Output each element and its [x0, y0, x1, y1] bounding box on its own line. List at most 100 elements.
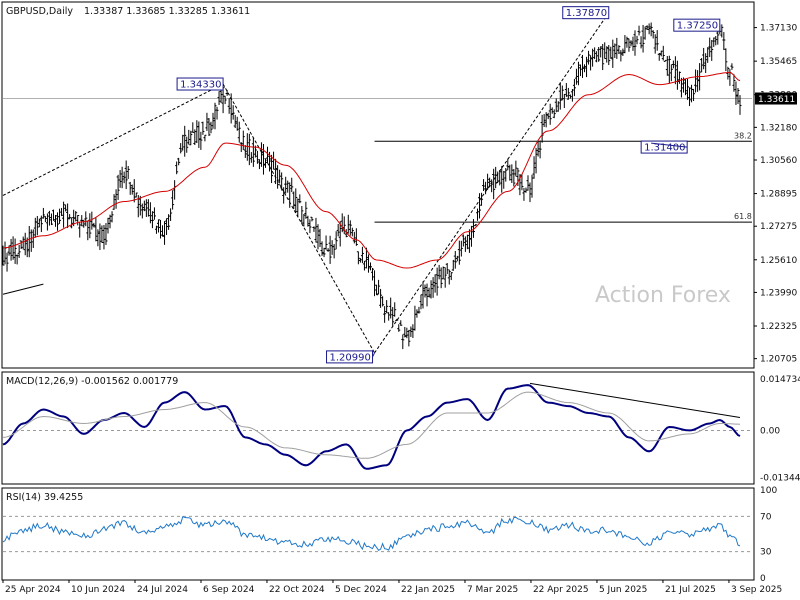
- price-bar: [659, 50, 663, 57]
- price-bar: [550, 107, 554, 114]
- price-bar: [308, 219, 312, 234]
- macd-line: [2, 384, 741, 470]
- price-bar: [508, 164, 512, 181]
- price-bar: [106, 217, 110, 234]
- price-bar: [587, 50, 591, 65]
- annotation-label: 1.34330: [180, 80, 221, 91]
- price-bar: [683, 78, 687, 96]
- price-bar: [257, 159, 261, 170]
- price-bar: [255, 150, 259, 164]
- price-bar: [619, 50, 623, 62]
- price-bar: [449, 272, 453, 281]
- price-bar: [613, 43, 617, 59]
- price-bar: [274, 158, 278, 185]
- price-bar: [43, 216, 47, 223]
- price-bar: [607, 44, 611, 66]
- price-bar: [704, 53, 708, 74]
- price-bar: [528, 182, 532, 203]
- price-bar: [290, 177, 294, 193]
- x-tick-label: 22 Apr 2025: [533, 585, 589, 595]
- price-bar: [455, 255, 459, 262]
- price-bar: [120, 166, 124, 189]
- price-bar: [478, 193, 482, 219]
- price-bar: [88, 213, 92, 239]
- price-bar: [645, 25, 649, 30]
- price-bar: [665, 56, 669, 76]
- price-bar: [304, 201, 308, 219]
- price-bar: [266, 146, 270, 163]
- price-bar: [564, 83, 568, 97]
- price-y-tick-label: 1.22325: [760, 322, 797, 332]
- price-bar: [447, 269, 451, 285]
- price-bar: [96, 229, 100, 247]
- price-bar: [177, 157, 181, 166]
- price-bar: [282, 187, 286, 204]
- price-bar: [37, 218, 41, 228]
- price-bar: [364, 247, 368, 269]
- price-bar: [66, 203, 70, 229]
- moving-average-line: [2, 71, 741, 269]
- x-tick-label: 25 Apr 2024: [5, 585, 61, 595]
- price-bar: [417, 306, 421, 314]
- price-bar: [558, 82, 562, 110]
- price-bar: [366, 254, 370, 273]
- price-bar: [185, 136, 189, 153]
- price-y-tick-label: 1.37130: [760, 24, 797, 34]
- price-bar: [53, 214, 57, 227]
- price-bar: [298, 194, 302, 204]
- rsi-y-tick-label: 100: [760, 486, 777, 496]
- symbol-label: GBPUSD,Daily: [6, 6, 73, 17]
- price-bar: [671, 60, 675, 69]
- price-bar: [570, 88, 574, 102]
- price-annotation: 1.31400: [640, 140, 688, 154]
- price-bar: [714, 35, 718, 46]
- price-bar: [514, 160, 518, 177]
- price-bar: [278, 169, 282, 184]
- price-panel-frame: [1, 1, 755, 369]
- price-bar: [213, 102, 217, 130]
- rsi-panel-title: RSI(14) 39.4255: [6, 492, 83, 503]
- price-panel-title: GBPUSD,Daily 1.33387 1.33685 1.33285 1.3…: [6, 6, 250, 17]
- price-bar: [209, 121, 213, 134]
- price-bar: [134, 192, 138, 198]
- price-bar: [306, 215, 310, 227]
- price-bar: [294, 188, 298, 214]
- price-bar: [175, 161, 179, 175]
- price-bar: [574, 68, 578, 85]
- price-bar: [583, 64, 587, 73]
- price-bar: [385, 300, 389, 314]
- price-bar: [173, 180, 177, 200]
- annotation-box: [176, 77, 224, 91]
- price-bar: [486, 173, 490, 190]
- price-bar: [679, 77, 683, 98]
- price-bar: [90, 211, 94, 230]
- price-bar: [516, 167, 520, 186]
- price-bar: [183, 125, 187, 157]
- current-price-badge: [755, 92, 797, 105]
- price-bar: [261, 144, 265, 175]
- price-y-tick-label: 1.27275: [760, 222, 797, 232]
- price-bar: [375, 284, 379, 296]
- price-bar: [310, 216, 314, 222]
- price-y-tick-label: 1.28895: [760, 190, 797, 200]
- price-bar: [702, 47, 706, 70]
- x-tick-label: 7 Mar 2025: [467, 585, 518, 595]
- price-bar: [500, 165, 504, 193]
- price-bar: [621, 48, 625, 56]
- price-bar: [150, 211, 154, 229]
- price-bar: [338, 221, 342, 247]
- price-y-tick-label: 1.32180: [760, 123, 797, 133]
- price-bar: [661, 45, 665, 61]
- price-bar: [601, 43, 605, 71]
- annotation-label: 1.37250: [677, 21, 718, 32]
- price-bar: [140, 203, 144, 219]
- price-bar: [56, 212, 60, 231]
- price-bar: [599, 46, 603, 58]
- price-bar: [142, 200, 146, 212]
- price-bar: [520, 174, 524, 191]
- price-bar: [377, 279, 381, 295]
- price-y-tick-label: 1.20705: [760, 355, 797, 365]
- price-bar: [223, 95, 227, 105]
- price-bar: [316, 224, 320, 250]
- price-bar: [211, 112, 215, 129]
